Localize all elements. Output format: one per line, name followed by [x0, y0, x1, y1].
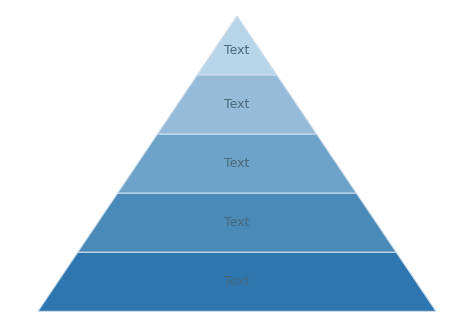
Polygon shape: [78, 193, 396, 252]
Text: Text: Text: [224, 44, 250, 57]
Polygon shape: [157, 75, 317, 134]
Text: Text: Text: [224, 216, 250, 229]
Polygon shape: [38, 252, 436, 311]
Polygon shape: [118, 134, 356, 193]
Polygon shape: [197, 16, 277, 75]
Text: Text: Text: [224, 98, 250, 111]
Text: Text: Text: [224, 275, 250, 288]
Text: Text: Text: [224, 157, 250, 170]
